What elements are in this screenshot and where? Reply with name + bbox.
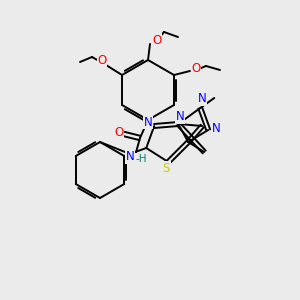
Text: N: N (176, 110, 184, 124)
Text: S: S (163, 161, 170, 175)
Text: N: N (126, 151, 134, 164)
Text: N: N (144, 116, 153, 128)
Text: O: O (152, 34, 162, 46)
Text: -H: -H (135, 154, 147, 164)
Text: O: O (98, 55, 106, 68)
Text: N: N (198, 92, 207, 106)
Text: O: O (114, 127, 124, 140)
Text: O: O (191, 62, 201, 76)
Text: N: N (212, 122, 220, 134)
